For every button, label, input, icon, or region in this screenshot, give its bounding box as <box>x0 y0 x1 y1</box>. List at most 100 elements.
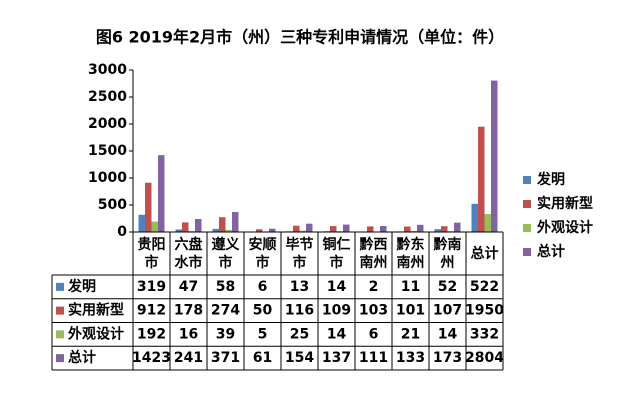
y-tick-label: 0 <box>117 224 127 240</box>
bar <box>343 224 350 232</box>
table-cell: 192 <box>137 326 166 342</box>
table-cell: 101 <box>396 303 425 319</box>
y-tick-label: 2000 <box>88 116 127 132</box>
table-legend-key <box>56 354 64 363</box>
table-cell: 6 <box>369 326 379 342</box>
bar <box>404 226 411 232</box>
legend-label: 实用新型 <box>537 195 593 212</box>
table-cell: 47 <box>179 279 198 295</box>
bar <box>410 230 417 232</box>
bar <box>256 229 263 232</box>
table-cell: 2 <box>369 279 379 295</box>
legend-label: 发明 <box>536 171 565 188</box>
x-tick-label: 六盘水市 <box>174 236 203 271</box>
bar <box>491 80 498 232</box>
bar <box>484 214 491 232</box>
table-cell: 173 <box>433 350 462 366</box>
table-cell: 11 <box>401 279 420 295</box>
y-tick-label: 2500 <box>88 89 127 105</box>
table-cell: 116 <box>285 303 314 319</box>
legend-key <box>523 200 531 208</box>
table-cell: 133 <box>396 350 425 366</box>
bar <box>441 226 448 232</box>
x-tick-label: 毕节市 <box>285 236 314 271</box>
x-tick-label: 总计 <box>470 245 499 262</box>
bar <box>212 228 219 232</box>
bar <box>145 182 152 232</box>
bar <box>367 226 374 232</box>
x-tick-label: 黔西南州 <box>359 236 388 271</box>
table-cell: 14 <box>327 279 347 295</box>
table-cell: 111 <box>359 350 388 366</box>
table-cell: 154 <box>285 350 314 366</box>
y-tick-label: 1500 <box>88 143 127 159</box>
table-cell: 61 <box>253 350 272 366</box>
table-row-label: 外观设计 <box>68 325 124 342</box>
table-cell: 241 <box>174 350 203 366</box>
legend-label: 外观设计 <box>537 219 593 236</box>
table-cell: 109 <box>322 303 351 319</box>
table-row-label: 实用新型 <box>68 302 124 319</box>
table-cell: 522 <box>470 279 499 295</box>
legend-label: 总计 <box>537 243 565 260</box>
table-cell: 332 <box>470 326 499 342</box>
bar <box>299 230 306 232</box>
bar <box>434 229 441 232</box>
bar <box>182 222 189 232</box>
table-row-label: 总计 <box>68 349 96 366</box>
bar <box>195 218 202 232</box>
table-cell: 25 <box>290 326 309 342</box>
table-cell: 2804 <box>465 350 504 366</box>
bar <box>330 226 337 232</box>
table-cell: 274 <box>211 303 240 319</box>
bar <box>219 217 226 232</box>
table-cell: 14 <box>438 326 458 342</box>
x-tick-label: 贵阳市 <box>137 236 166 271</box>
x-tick-label: 黔南州 <box>433 236 462 271</box>
legend-key <box>523 176 531 184</box>
table-cell: 912 <box>137 303 166 319</box>
table-legend-key <box>56 330 64 339</box>
x-tick-label: 安顺市 <box>248 236 277 271</box>
table-cell: 107 <box>433 303 462 319</box>
table-cell: 6 <box>258 279 268 295</box>
bar <box>380 226 387 232</box>
table-cell: 319 <box>137 279 166 295</box>
legend-key <box>523 248 531 256</box>
x-tick-label: 铜仁市 <box>322 236 351 271</box>
table-cell: 13 <box>290 279 309 295</box>
y-tick-label: 3000 <box>88 62 127 78</box>
bar <box>293 225 300 232</box>
bar <box>151 221 158 232</box>
bar <box>478 126 485 232</box>
table-cell: 137 <box>322 350 351 366</box>
table-legend-key <box>56 282 64 291</box>
bar <box>306 223 313 232</box>
table-cell: 103 <box>359 303 388 319</box>
table-cell: 5 <box>258 326 268 342</box>
bar <box>225 229 232 232</box>
bar <box>471 203 478 232</box>
bar <box>175 229 182 232</box>
bar <box>232 211 239 232</box>
table-cell: 1950 <box>465 303 504 319</box>
table-cell: 16 <box>179 326 198 342</box>
y-tick-label: 500 <box>98 197 127 213</box>
table-cell: 371 <box>211 350 240 366</box>
bar <box>417 224 424 232</box>
bar <box>138 214 145 232</box>
table-cell: 178 <box>174 303 203 319</box>
table-legend-key <box>56 306 64 315</box>
table-cell: 52 <box>438 279 457 295</box>
bar <box>454 222 461 232</box>
legend-key <box>523 224 531 232</box>
table-cell: 21 <box>401 326 420 342</box>
table-cell: 39 <box>216 326 235 342</box>
table-cell: 14 <box>327 326 347 342</box>
table-cell: 58 <box>216 279 235 295</box>
bar <box>269 228 276 232</box>
chart-title: 图6 2019年2月市（州）三种专利申请情况（单位：件） <box>96 28 504 47</box>
bar <box>158 155 165 232</box>
table-row-label: 发明 <box>67 278 96 295</box>
